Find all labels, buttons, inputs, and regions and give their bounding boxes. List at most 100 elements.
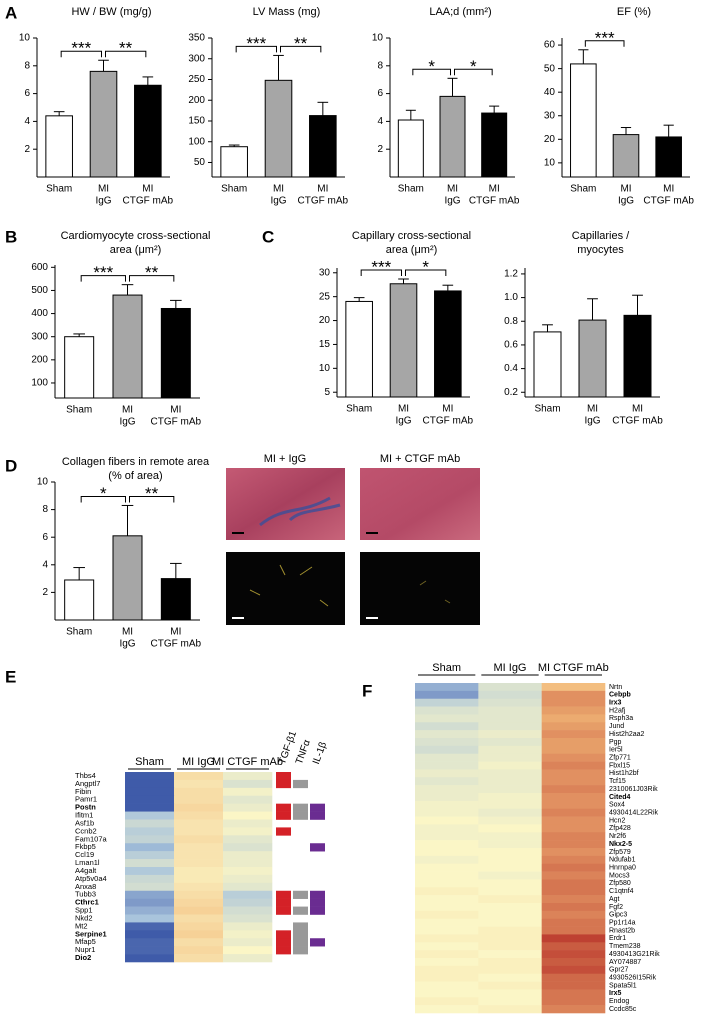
- row-label: Ccnb2: [75, 826, 97, 835]
- heatmap-cell: [478, 714, 542, 723]
- x-tick-label: Sham: [398, 184, 424, 195]
- heatmap-cell: [478, 981, 542, 990]
- significance-label: **: [145, 263, 159, 282]
- x-tick-label: CTGF mAb: [151, 639, 202, 650]
- y-tick-label: 0.6: [504, 340, 518, 351]
- row-label: Sox4: [609, 802, 625, 809]
- heatmap-cell: [541, 934, 606, 943]
- heatmap-cell: [174, 930, 224, 939]
- heatmap-cell: [541, 965, 606, 975]
- heatmap-cell: [478, 706, 542, 715]
- row-label: Mt2: [75, 921, 88, 930]
- heatmap-cell: [478, 997, 542, 1006]
- significance-label: **: [145, 484, 159, 503]
- y-tick-label: 350: [188, 33, 205, 44]
- heatmap-cell: [223, 843, 273, 852]
- heatmap-cell: [174, 914, 224, 923]
- significance-label: ***: [371, 257, 391, 276]
- group-label: Sham: [135, 756, 164, 768]
- heatmap-cell: [541, 1005, 606, 1014]
- row-label: Hnrnpa0: [609, 864, 636, 871]
- significance-bracket: [235, 45, 277, 53]
- row-label: Nr2f6: [609, 833, 626, 840]
- heatmap-cell: [415, 926, 479, 935]
- heatmap-cell: [174, 938, 224, 947]
- group-label: MI IgG: [493, 662, 526, 674]
- micrograph-fiber: [249, 564, 329, 607]
- chart-title: LAA;d (mm²): [429, 6, 491, 18]
- heatmap-cell: [415, 745, 479, 755]
- bar: [389, 283, 418, 398]
- x-tick-label: MI: [587, 404, 598, 415]
- row-label: Nupr1: [75, 945, 95, 954]
- heatmap-cell: [415, 918, 479, 927]
- heatmap-cell: [223, 906, 273, 915]
- heatmap-cell: [541, 950, 606, 959]
- heatmap-cell: [541, 981, 606, 990]
- row-label: Spp1: [75, 906, 93, 915]
- heatmap-cell: [478, 863, 542, 872]
- x-tick-label: MI: [142, 184, 153, 195]
- heatmap-cell: [174, 898, 224, 907]
- row-label: Hist1h2bf: [609, 770, 639, 777]
- heatmap-cell: [125, 835, 175, 844]
- significance-label: ***: [246, 34, 266, 53]
- heatmap-cell: [415, 816, 479, 825]
- heatmap-cell: [223, 914, 273, 923]
- heatmap-cell: [223, 772, 273, 781]
- annotation-cell: [310, 906, 325, 915]
- significance-label: *: [422, 257, 429, 276]
- heatmap-cell: [415, 855, 479, 865]
- heatmap-cell: [478, 887, 542, 896]
- row-label: 4930526I15Rik: [609, 974, 657, 981]
- heatmap-cell: [415, 934, 479, 943]
- annotation-cell: [310, 938, 325, 947]
- heatmap-cell: [174, 954, 224, 963]
- group-label: MI CTGF mAb: [538, 662, 609, 674]
- bar: [612, 134, 640, 178]
- heatmap-cell: [125, 819, 175, 828]
- y-tick-label: 10: [372, 33, 384, 44]
- annotation-cell: [276, 906, 291, 915]
- heatmap-cell: [541, 942, 606, 951]
- heatmap-cell: [223, 922, 273, 931]
- heatmap-cell: [415, 738, 479, 747]
- group-label: MI IgG: [182, 756, 215, 768]
- x-tick-label: CTGF mAb: [123, 196, 174, 207]
- heatmap-cell: [125, 874, 175, 884]
- x-tick-label: MI: [170, 405, 181, 416]
- chart-title: area (μm²): [386, 244, 438, 256]
- row-label: Fam107a: [75, 834, 108, 843]
- heatmap-cell: [541, 879, 606, 888]
- row-label: Atp5v0a4: [75, 874, 107, 883]
- row-label: Ifitm1: [75, 811, 93, 820]
- chart-title: myocytes: [577, 244, 624, 256]
- micrograph-fiber: [259, 496, 341, 527]
- heatmap-cell: [223, 874, 273, 884]
- row-label: Nkx2-5: [609, 841, 632, 848]
- micrograph-label: MI + IgG: [264, 453, 307, 465]
- heatmap-cell: [478, 761, 542, 770]
- heatmap-cell: [478, 832, 542, 841]
- heatmap-cell: [541, 753, 606, 762]
- heatmap-cell: [415, 690, 479, 700]
- annotation-cell: [276, 811, 291, 820]
- row-label: H2afj: [609, 707, 626, 714]
- heatmap-cell: [174, 835, 224, 844]
- panel-label: B: [5, 227, 17, 246]
- micrograph: [226, 468, 345, 540]
- row-label: Endog: [609, 998, 629, 1005]
- chart-title: EF (%): [617, 6, 651, 18]
- heatmap-cell: [478, 683, 542, 692]
- significance-bracket: [584, 40, 625, 47]
- heatmap-cell: [415, 800, 479, 810]
- heatmap-cell: [415, 777, 479, 786]
- heatmap-cell: [478, 958, 542, 967]
- significance-label: **: [294, 34, 308, 53]
- heatmap-cell: [478, 965, 542, 975]
- x-tick-label: MI: [620, 184, 631, 195]
- heatmap-cell: [478, 722, 542, 731]
- bar: [160, 578, 191, 621]
- row-label: Pamr1: [75, 795, 97, 804]
- annotation-cell: [293, 811, 308, 820]
